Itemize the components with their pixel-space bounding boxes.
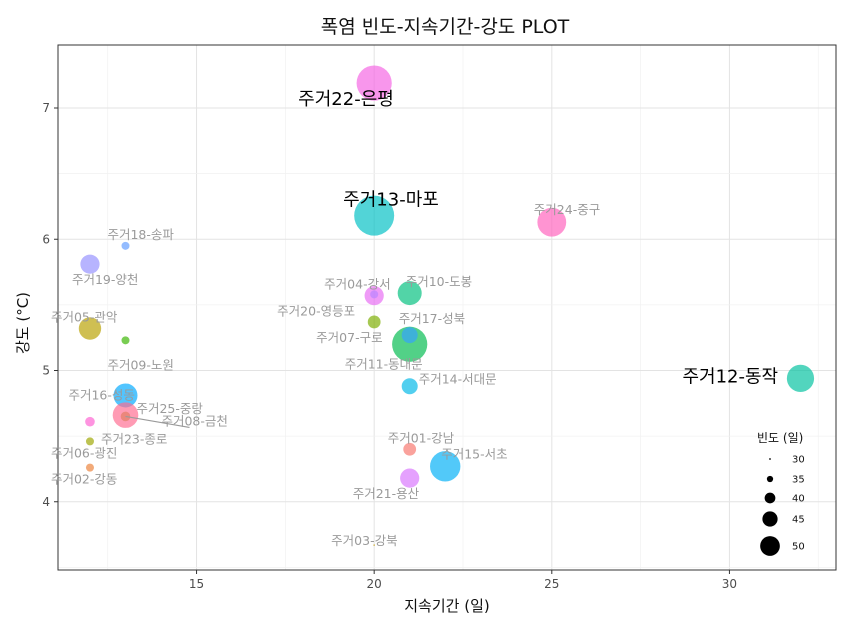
plot-frame [57,44,837,571]
point-label: 주거10-도봉 [406,274,472,289]
x-tick-label: 15 [189,577,204,591]
x-tick-label: 20 [367,577,382,591]
data-point [78,317,102,340]
data-point [430,451,461,482]
axis-ticks: 15 20 25 30 4 5 6 7 [42,101,737,591]
point-label: 주거03-강북 [331,533,397,548]
point-label: 주거22-은평 [298,89,394,110]
data-point [373,544,375,546]
data-point [80,254,100,274]
x-tick-label: 25 [544,577,559,591]
point-label: 주거20-영등포 [277,303,355,318]
point-label: 주거05-관악 [51,310,118,325]
legend-size-label: 35 [792,475,805,486]
grid [58,45,836,570]
legend-size-key [769,458,771,460]
point-label: 주거02-강동 [51,472,117,487]
data-point [537,207,567,237]
data-point [397,281,422,306]
point-label: 주거23-종로 [101,432,167,447]
point-label: 주거04-강서 [324,277,390,292]
point-label: 주거01-강남 [388,430,455,445]
x-axis-title: 지속기간 (일) [404,597,489,615]
data-point [85,437,94,446]
data-point [354,195,395,236]
point-label: 주거07-구로 [316,330,382,345]
data-point [121,241,130,250]
legend-title: 빈도 (일) [757,431,803,445]
legend-size-label: 30 [792,455,805,466]
data-point [786,364,815,392]
data-point [112,402,139,428]
point-label: 주거15-서초 [441,446,507,461]
y-tick-label: 6 [42,232,50,246]
point-label: 주거11-동대문 [345,356,423,371]
point-label: 주거13-마포 [343,190,439,211]
data-point [370,290,379,299]
point-label: 주거06-광진 [51,445,117,460]
legend-size-key [760,536,780,556]
y-tick-label: 4 [42,495,50,509]
x-tick-label: 30 [722,577,737,591]
label-leader-line [125,415,190,429]
point-label: 주거17-성북 [399,311,465,326]
data-point [367,315,381,329]
legend-size-label: 45 [792,515,805,526]
data-point [403,442,417,456]
size-legend: 빈도 (일) 30 35 40 45 50 [757,431,805,556]
data-point [85,463,94,472]
legend-size-label: 50 [792,542,805,553]
legend-size-key [766,475,774,483]
y-tick-label: 7 [42,101,50,115]
point-label: 주거14-서대문 [419,371,497,386]
point-label: 주거21-용산 [353,486,420,501]
data-point [401,378,418,395]
data-point [85,416,95,427]
data-point [113,383,138,408]
data-point [121,336,130,345]
point-label: 주거08-금천 [161,413,227,428]
point-label: 주거09-노원 [107,357,173,372]
point-label: 주거12-동작 [682,366,778,387]
point-label: 주거25-중랑 [136,401,203,416]
data-point [356,65,392,101]
data-point [400,468,420,488]
data-point [401,327,418,344]
point-label: 주거19-양천 [72,272,138,287]
data-points [78,65,815,546]
legend-size-key [762,511,778,527]
point-label: 주거18-송파 [107,227,174,242]
legend-size-label: 40 [792,494,805,505]
data-point [392,326,428,362]
y-tick-label: 5 [42,364,50,378]
point-label: 주거24-중구 [534,202,600,217]
chart-title: 폭염 빈도-지속기간-강도 PLOT [321,16,570,38]
legend-size-key [764,492,776,504]
y-axis-title: 강도 (°C) [14,292,32,354]
point-label: 주거16-성동 [68,387,134,402]
